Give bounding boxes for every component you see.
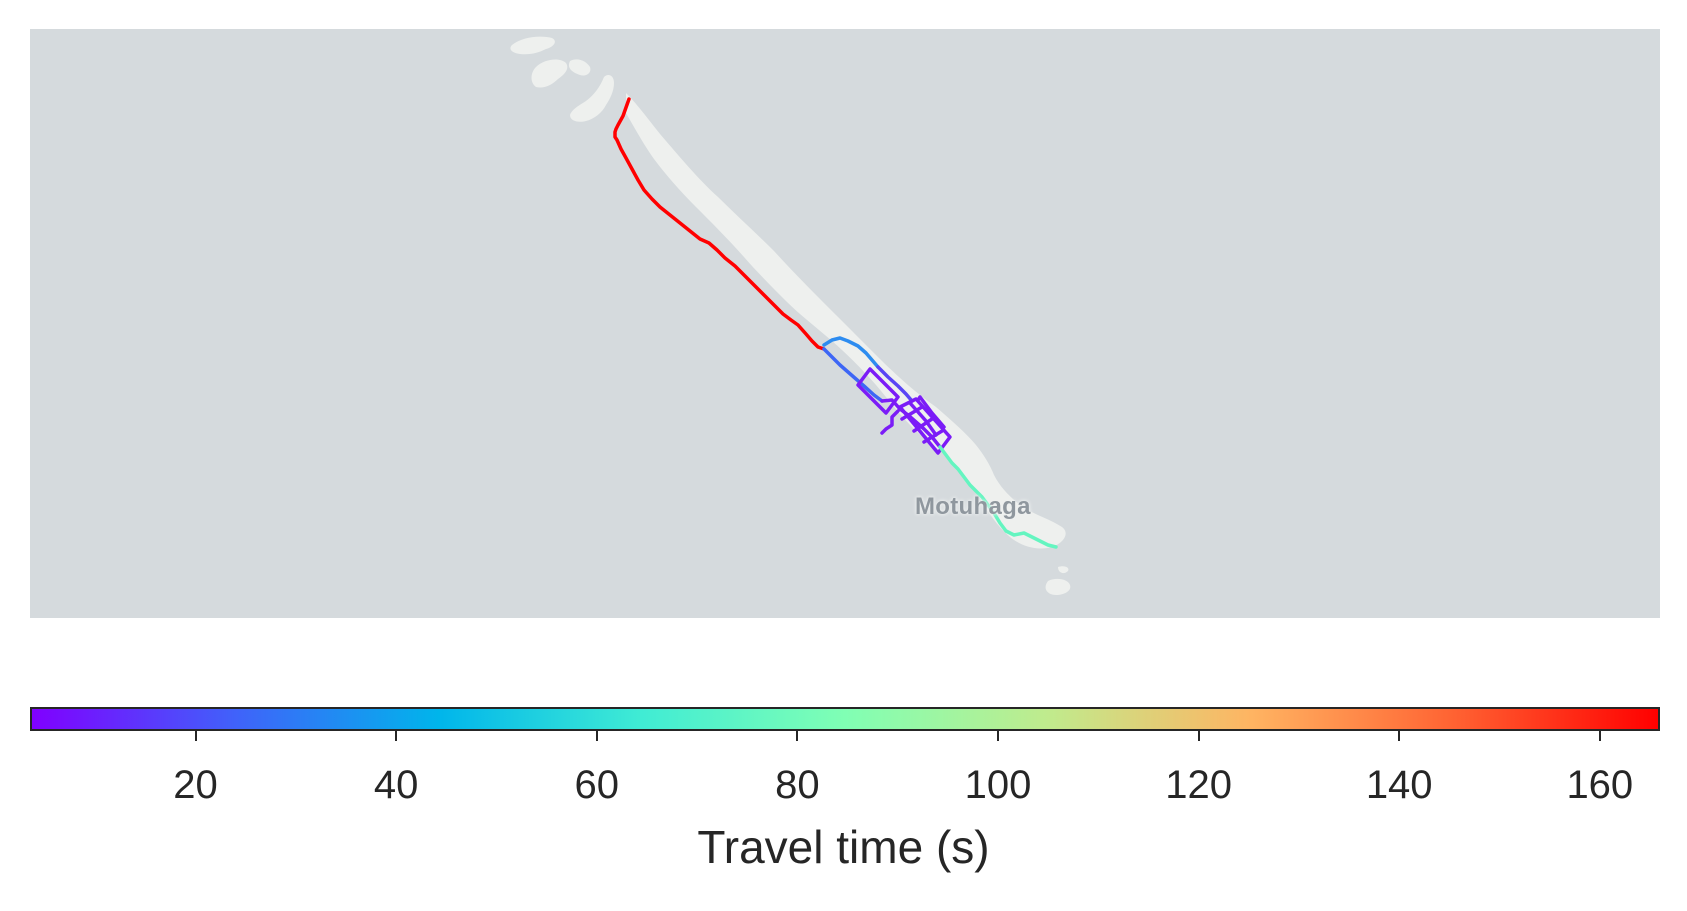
colorbar-tick-label-60: 60 <box>574 763 619 807</box>
grid-cross-2 <box>912 417 934 433</box>
main-island <box>626 93 1066 549</box>
islet-3 <box>568 59 591 76</box>
colorbar-tick-label-120: 120 <box>1165 763 1232 807</box>
colorbar-tick-100 <box>996 731 999 741</box>
colorbar-tick-label-20: 20 <box>173 763 218 807</box>
islet-south-2 <box>1058 566 1069 574</box>
route-mid-link <box>876 365 914 403</box>
colorbar <box>30 707 1660 731</box>
colorbar-tick-40 <box>395 731 398 741</box>
grid-cross-1 <box>900 405 924 421</box>
route-upper-loop <box>822 336 880 369</box>
grid-cross-3 <box>922 429 944 444</box>
route-upper-loop-b <box>822 347 884 403</box>
colorbar-tick-label-40: 40 <box>373 763 419 807</box>
colorbar-tick-120 <box>1197 731 1200 741</box>
route-central-grid <box>856 367 952 455</box>
colorbar-tick-160 <box>1598 731 1601 741</box>
islet-2 <box>531 59 568 88</box>
grid-street-1 <box>880 398 942 449</box>
colorbar-tick-label-160: 160 <box>1566 763 1634 807</box>
colorbar-label: Travel time (s) <box>697 821 990 873</box>
grid-block-1 <box>856 367 900 415</box>
map-canvas <box>510 36 1071 595</box>
place-label-motuhaga: Motuhaga <box>915 493 1031 520</box>
route-south-road <box>938 445 1058 549</box>
grid-spur <box>880 409 900 435</box>
islet-4 <box>570 75 614 122</box>
colorbar-tick-label-140: 140 <box>1365 763 1433 807</box>
route-network <box>613 97 1058 549</box>
grid-street-3 <box>916 395 946 429</box>
colorbar-tick-80 <box>796 731 799 741</box>
colorbar-tick-label-80: 80 <box>775 763 820 807</box>
colorbar-tick-label-100: 100 <box>964 763 1032 807</box>
route-north-road <box>613 97 826 351</box>
colorbar-tick-140 <box>1398 731 1401 741</box>
colorbar-tick-60 <box>595 731 598 741</box>
colorbar-tick-20 <box>194 731 197 741</box>
islet-1 <box>510 36 555 55</box>
colorbar-axis: 20 40 60 80 100 120 140 160 <box>30 731 1660 805</box>
map-panel[interactable]: Motuhaga <box>30 29 1660 618</box>
islet-south <box>1045 578 1071 595</box>
colorbar-gradient <box>32 709 1658 729</box>
